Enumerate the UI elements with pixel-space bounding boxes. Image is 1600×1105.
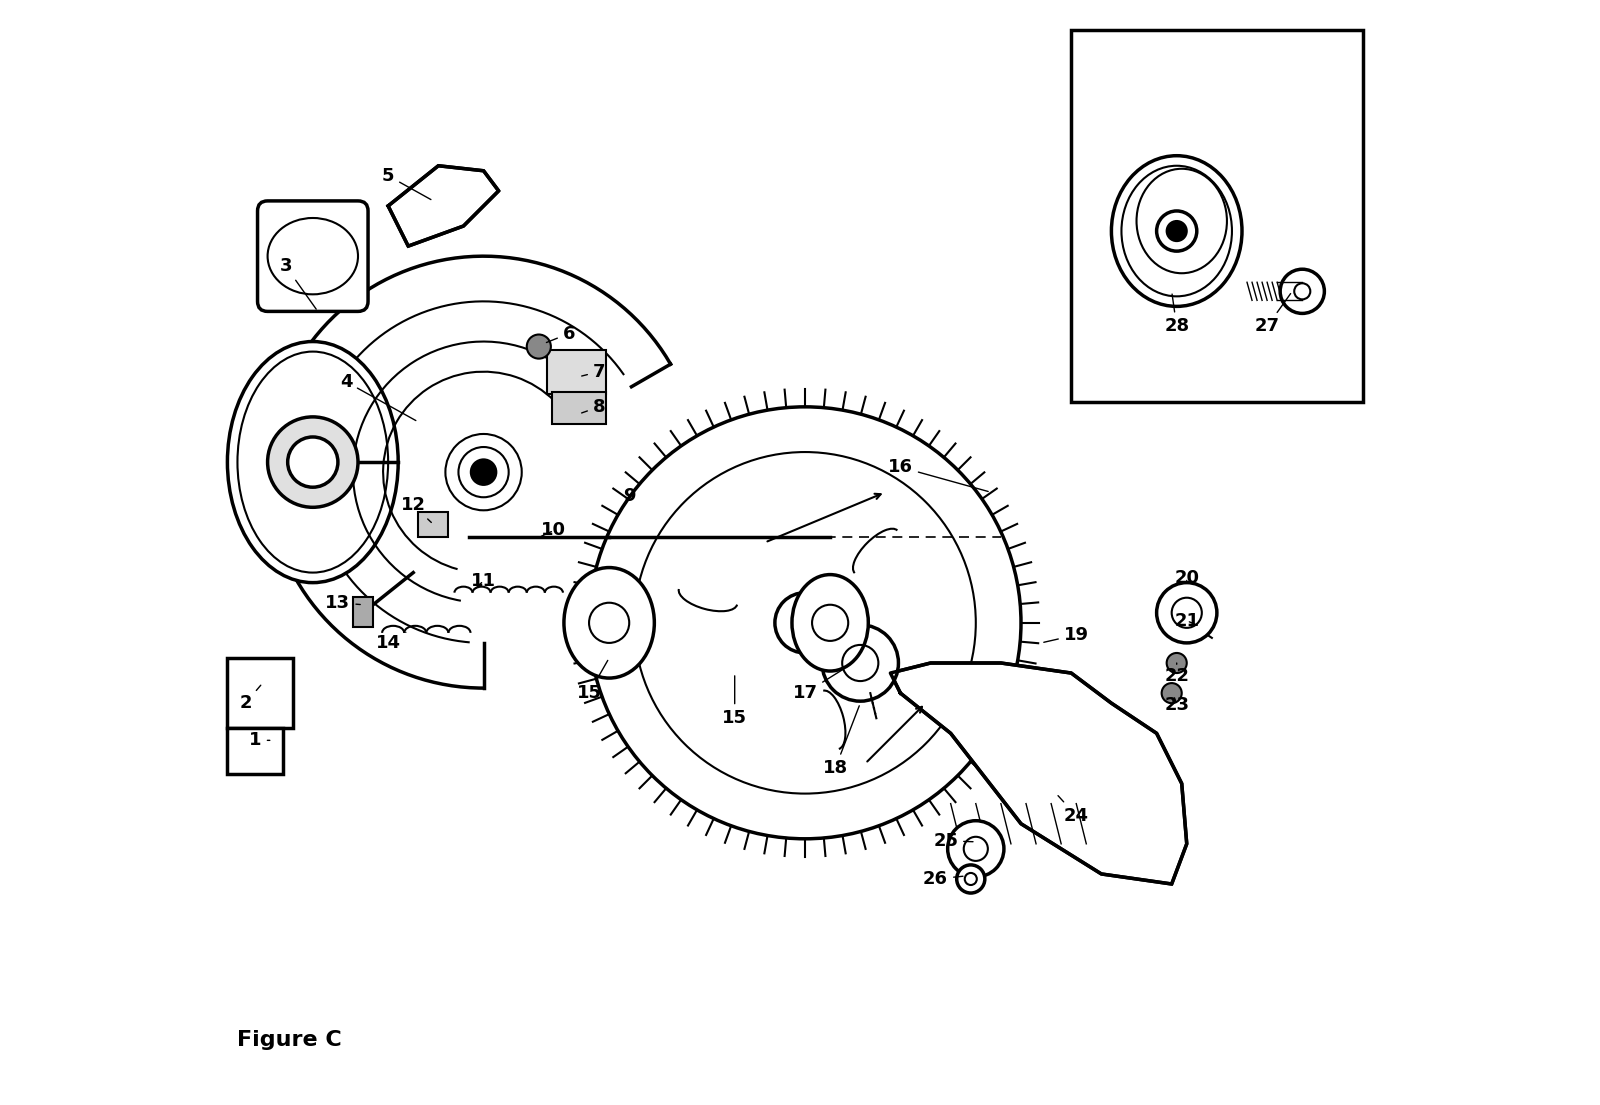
Ellipse shape [563, 568, 654, 678]
Text: 14: 14 [376, 632, 406, 652]
Text: 6: 6 [547, 325, 576, 343]
Text: 26: 26 [923, 870, 963, 888]
Text: 28: 28 [1165, 294, 1189, 336]
FancyBboxPatch shape [552, 392, 606, 424]
Bar [418, 513, 448, 537]
Bar [1072, 30, 1363, 402]
Text: 15: 15 [722, 676, 747, 727]
Ellipse shape [227, 341, 398, 582]
Bar [227, 728, 283, 774]
Polygon shape [389, 166, 499, 246]
Circle shape [267, 417, 358, 507]
Text: 17: 17 [792, 670, 843, 702]
Circle shape [1166, 653, 1187, 673]
Circle shape [288, 436, 338, 487]
Text: 13: 13 [325, 593, 360, 612]
Text: 23: 23 [1165, 696, 1189, 714]
Text: 18: 18 [822, 706, 859, 778]
Circle shape [947, 821, 1003, 877]
Text: 15: 15 [576, 661, 608, 702]
Bar [227, 657, 293, 728]
Ellipse shape [1112, 156, 1242, 306]
Text: 3: 3 [280, 257, 317, 309]
Text: 7: 7 [582, 362, 605, 381]
Circle shape [957, 865, 986, 893]
Text: 20: 20 [1174, 569, 1200, 587]
Text: 19: 19 [1043, 625, 1088, 644]
FancyBboxPatch shape [547, 349, 606, 393]
Text: Figure C: Figure C [237, 1030, 342, 1050]
Text: 22: 22 [1165, 663, 1189, 685]
Text: 24: 24 [1058, 796, 1088, 824]
Polygon shape [891, 663, 1187, 884]
Text: 10: 10 [541, 522, 566, 539]
Circle shape [1280, 270, 1325, 314]
Circle shape [1157, 582, 1218, 643]
Text: 16: 16 [888, 459, 989, 492]
FancyBboxPatch shape [258, 201, 368, 312]
Text: 11: 11 [470, 571, 496, 590]
Circle shape [1166, 221, 1187, 241]
Text: 9: 9 [619, 487, 635, 513]
Bar [354, 597, 373, 627]
Text: 27: 27 [1254, 294, 1291, 336]
Text: 21: 21 [1174, 612, 1200, 630]
Circle shape [1162, 683, 1182, 703]
Circle shape [472, 460, 496, 484]
Text: 25: 25 [933, 832, 973, 850]
Circle shape [822, 624, 899, 702]
Text: 8: 8 [582, 398, 605, 415]
Circle shape [526, 335, 550, 359]
Ellipse shape [792, 575, 869, 671]
Text: 1: 1 [250, 732, 270, 749]
Text: 5: 5 [382, 167, 430, 200]
Text: 2: 2 [240, 685, 261, 713]
Text: 12: 12 [400, 496, 432, 523]
Text: 4: 4 [339, 372, 416, 421]
